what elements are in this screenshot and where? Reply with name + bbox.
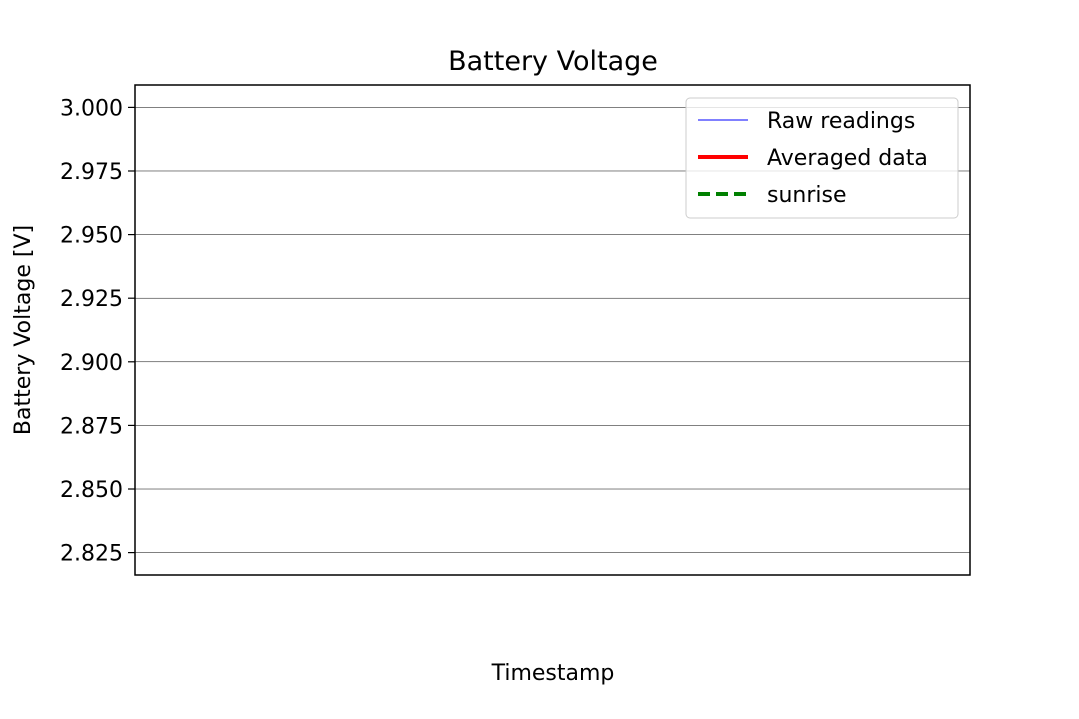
chart-title: Battery Voltage — [448, 46, 658, 77]
y-tick-label: 2.900 — [60, 351, 123, 376]
y-axis-ticks: 2.825 2.850 2.875 2.900 2.925 2.950 2.975 3.000 — [60, 96, 135, 567]
averaged-data-series — [1039, 107, 1079, 517]
y-tick-label: 2.925 — [60, 287, 123, 312]
raw-readings-series — [1039, 107, 1079, 540]
plot-frame — [134, 84, 971, 576]
y-tick-label: 2.950 — [60, 224, 123, 249]
legend: Raw readings Averaged data sunrise — [685, 97, 959, 219]
y-tick-label: 2.850 — [60, 478, 123, 503]
legend-raw-label: Raw readings — [767, 109, 915, 134]
legend-averaged-label: Averaged data — [767, 146, 928, 171]
y-axis-title: Battery Voltage [V] — [11, 225, 36, 435]
y-tick-label: 2.875 — [60, 414, 123, 439]
legend-box — [685, 97, 959, 219]
averaged-data-line — [1039, 107, 1079, 517]
y-tick-label: 3.000 — [60, 96, 123, 121]
x-axis-title: Timestamp — [491, 661, 615, 686]
y-tick-label: 2.975 — [60, 160, 123, 185]
grid-layer — [135, 107, 970, 553]
legend-sunrise-label: sunrise — [767, 183, 847, 208]
y-tick-label: 2.825 — [60, 542, 123, 567]
